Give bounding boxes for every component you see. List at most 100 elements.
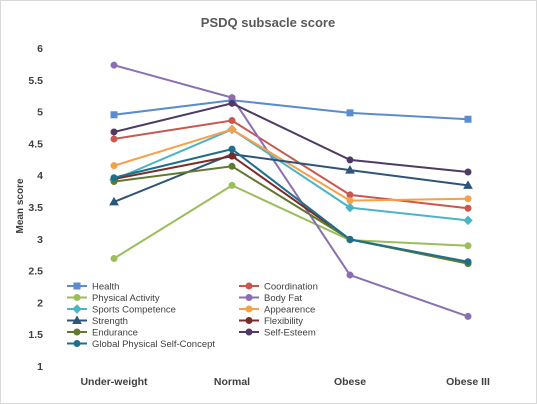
chart-title: PSDQ subsacle score [201, 15, 335, 30]
data-point [110, 255, 118, 263]
legend-marker [245, 317, 253, 324]
legend-item: Endurance [67, 328, 138, 339]
legend-label: Strength [92, 316, 128, 327]
series-line [113, 119, 469, 210]
series-line [113, 99, 469, 121]
data-point [228, 94, 236, 102]
data-point [345, 165, 355, 174]
data-point [346, 156, 354, 164]
series-self-esteem [110, 99, 472, 176]
y-tick-label: 6 [37, 43, 43, 55]
legend: Health Coordination Physical Activity Body … [67, 282, 318, 350]
legend-item: Physical Activity [67, 293, 160, 304]
x-tick-label: Normal [214, 376, 250, 388]
series-flexibility [110, 152, 472, 267]
data-point [464, 312, 472, 320]
series-layer [109, 61, 473, 320]
data-point [464, 258, 472, 266]
series-line [113, 155, 469, 264]
series-line [113, 184, 469, 260]
legend-label: Health [92, 282, 119, 293]
legend-label: Sports Competence [92, 305, 176, 316]
series-appearence [110, 125, 472, 205]
series-body-fat [110, 61, 472, 320]
data-point [464, 195, 472, 203]
legend-marker [73, 294, 81, 301]
legend-label: Global Physical Self-Concept [92, 339, 215, 350]
legend-item: Appearence [239, 305, 315, 316]
data-point [345, 202, 355, 213]
y-tick-label: 2 [37, 297, 43, 309]
series-global-physical-self-concept [110, 145, 472, 266]
series-health [110, 96, 472, 123]
axes: 1 1.5 2 2.5 3 3.5 4 4.5 5 5.5 6 Under-weight Normal O… [28, 43, 490, 388]
legend-marker [72, 315, 82, 324]
series-line [113, 102, 469, 173]
data-point [464, 115, 472, 123]
legend-marker [245, 305, 253, 313]
x-tick-label: Obese III [446, 376, 490, 388]
data-point [346, 197, 354, 205]
x-tick-label: Under-weight [80, 376, 148, 388]
y-axis-label: Mean score [15, 178, 26, 233]
legend-item: Self-Esteem [239, 328, 316, 339]
data-point [110, 111, 118, 119]
legend-label: Coordination [264, 282, 318, 293]
data-point [228, 125, 236, 133]
data-point [464, 168, 472, 176]
series-line [113, 64, 469, 318]
legend-marker [245, 294, 253, 301]
data-point [110, 162, 118, 170]
legend-label: Appearence [264, 305, 315, 316]
data-point [110, 61, 118, 69]
data-point [228, 181, 236, 189]
legend-label: Flexibility [264, 316, 303, 327]
y-tick-label: 5.5 [28, 75, 43, 87]
series-line [113, 153, 469, 203]
legend-label: Endurance [92, 328, 138, 339]
legend-item: Body Fat [239, 293, 302, 304]
legend-item: Sports Competence [67, 304, 176, 316]
y-tick-label: 3 [37, 234, 43, 246]
data-point [228, 117, 236, 125]
y-tick-label: 5 [37, 107, 43, 119]
data-point [346, 109, 354, 117]
data-point [463, 215, 473, 226]
legend-marker [245, 282, 253, 290]
data-point [228, 152, 236, 160]
y-tick-label: 2.5 [28, 266, 43, 278]
data-point [110, 128, 118, 136]
data-point [464, 204, 472, 212]
legend-item: Flexibility [239, 316, 303, 327]
data-point [346, 235, 354, 243]
x-tick-label: Obese [334, 376, 366, 388]
y-tick-label: 4 [37, 170, 43, 182]
y-tick-label: 4.5 [28, 138, 43, 150]
legend-label: Self-Esteem [264, 328, 316, 339]
series-line [113, 128, 469, 222]
data-point [346, 191, 354, 199]
legend-marker [72, 304, 82, 314]
data-point [110, 135, 118, 143]
data-point [464, 242, 472, 250]
data-point [228, 162, 236, 170]
data-point [228, 145, 236, 153]
data-point [346, 271, 354, 279]
series-coordination [110, 117, 472, 212]
y-tick-label: 3.5 [28, 202, 43, 214]
data-point [228, 99, 236, 107]
data-point [109, 196, 119, 206]
legend-label: Physical Activity [92, 293, 160, 304]
legend-marker [245, 328, 253, 336]
y-tick-label: 1 [37, 361, 43, 373]
data-point [110, 174, 118, 182]
legend-item: Strength [67, 315, 128, 327]
legend-label: Body Fat [264, 293, 302, 304]
y-tick-label: 1.5 [28, 329, 43, 341]
legend-item: Coordination [239, 282, 318, 293]
data-point [463, 180, 473, 189]
legend-item: Global Physical Self-Concept [67, 339, 215, 350]
legend-marker [73, 328, 81, 336]
